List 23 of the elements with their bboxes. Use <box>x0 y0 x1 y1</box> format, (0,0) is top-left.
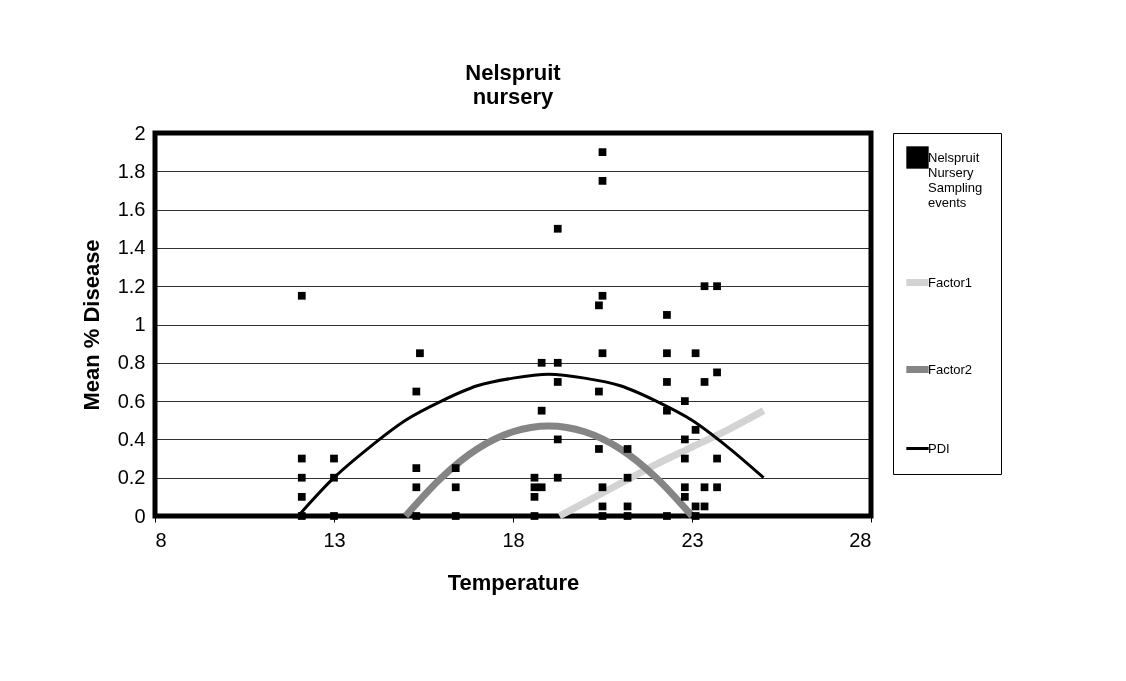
x-tick-label: 18 <box>502 528 525 551</box>
x-tick-label: 28 <box>849 528 872 551</box>
y-tick-label: 2 <box>134 121 146 144</box>
y-tick-label: 0.4 <box>117 427 146 450</box>
y-tick-label: 1.4 <box>117 236 146 259</box>
legend-label: Factor2 <box>928 361 973 377</box>
x-tick-label: 13 <box>323 528 346 551</box>
y-tick-label: 0.8 <box>117 351 146 374</box>
y-tick-label: 1.8 <box>117 159 146 182</box>
y-tick-label: 0.2 <box>117 466 146 489</box>
y-tick-label: 1.2 <box>117 274 146 297</box>
legend-label: Factor1 <box>928 274 973 290</box>
x-tick-label: 8 <box>155 528 167 551</box>
chart-title: Nelspruit nursery <box>465 60 562 109</box>
y-tick-label: 0 <box>134 504 146 527</box>
y-tick-label: 1 <box>134 313 146 335</box>
legend-label: PDI <box>928 440 950 456</box>
x-tick-label: 23 <box>681 528 704 551</box>
legend-label: Nelspruit Nursery Sampling events <box>928 149 983 210</box>
y-axis-title: Mean % Disease <box>78 239 104 411</box>
y-tick-label: 0.6 <box>117 389 146 412</box>
x-axis-title: Temperature <box>447 569 580 595</box>
y-tick-label: 1.6 <box>117 198 146 221</box>
